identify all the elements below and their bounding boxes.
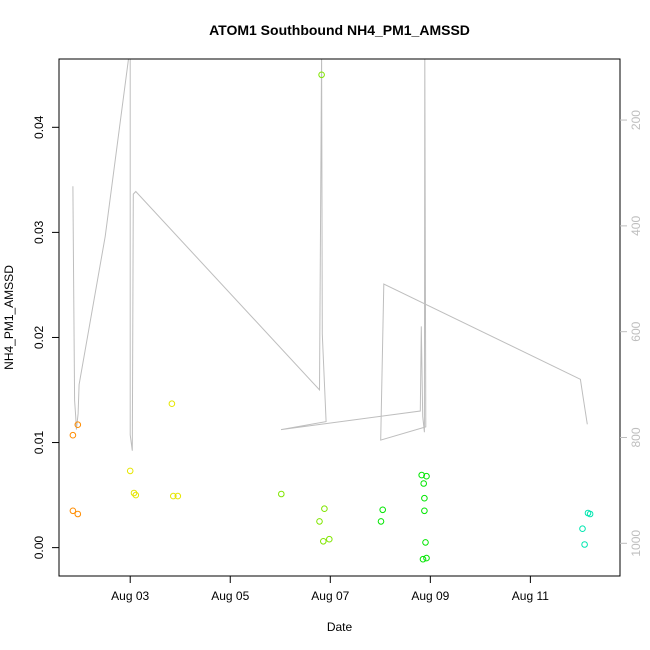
data-point bbox=[581, 541, 588, 548]
chart-title: ATOM1 Southbound NH4_PM1_AMSSD bbox=[209, 22, 470, 38]
x-tick-label: Aug 03 bbox=[111, 589, 149, 603]
data-point bbox=[419, 555, 427, 563]
data-point bbox=[421, 494, 428, 502]
data-point bbox=[421, 507, 428, 515]
x-tick-label: Aug 07 bbox=[311, 589, 349, 603]
y-tick-label: 0.00 bbox=[32, 536, 46, 560]
data-point bbox=[168, 400, 176, 408]
data-point bbox=[320, 538, 327, 545]
data-point bbox=[126, 467, 134, 475]
data-point bbox=[418, 471, 426, 479]
right-tick-label: 400 bbox=[629, 216, 643, 236]
data-point bbox=[130, 489, 138, 497]
x-axis: Aug 03 Aug 05 Aug 07 Aug 09 Aug 11 bbox=[111, 576, 549, 603]
data-point bbox=[69, 507, 77, 515]
data-point bbox=[579, 525, 586, 533]
y-tick-label: 0.01 bbox=[32, 431, 46, 455]
data-point bbox=[422, 539, 429, 546]
x-tick-label: Aug 11 bbox=[512, 589, 549, 603]
y-tick-label: 0.02 bbox=[32, 325, 46, 349]
x-tick-label: Aug 05 bbox=[211, 589, 249, 603]
data-point bbox=[132, 491, 140, 499]
data-point bbox=[420, 480, 428, 487]
data-point bbox=[278, 490, 285, 498]
data-point bbox=[423, 554, 430, 562]
line-series bbox=[72, 59, 588, 451]
x-axis-label: Date bbox=[327, 620, 353, 634]
series-line bbox=[72, 59, 588, 451]
right-tick-label: 800 bbox=[629, 427, 643, 447]
y-tick-label: 0.04 bbox=[32, 115, 46, 139]
y-tick-label: 0.03 bbox=[32, 220, 46, 244]
y-axis-label: NH4_PM1_AMSSD bbox=[2, 265, 16, 370]
data-point bbox=[74, 421, 82, 429]
data-point bbox=[586, 510, 594, 518]
right-tick-label: 200 bbox=[629, 110, 643, 130]
right-axis: 200 400 600 800 1000 bbox=[620, 110, 643, 557]
x-tick-label: Aug 09 bbox=[411, 589, 449, 603]
data-point bbox=[321, 505, 328, 513]
right-tick-label: 1000 bbox=[629, 530, 643, 557]
data-point bbox=[326, 535, 333, 543]
data-point bbox=[170, 492, 177, 500]
data-point bbox=[174, 492, 182, 500]
data-point bbox=[377, 518, 385, 525]
scatter-points bbox=[69, 71, 594, 563]
data-point bbox=[69, 431, 77, 439]
plot-frame bbox=[58, 58, 621, 577]
data-point bbox=[316, 518, 323, 525]
right-tick-label: 600 bbox=[629, 321, 643, 341]
data-point bbox=[423, 472, 430, 480]
y-axis: 0.00 0.01 0.02 0.03 0.04 bbox=[32, 115, 59, 559]
data-point bbox=[74, 510, 82, 518]
data-point bbox=[318, 71, 325, 79]
data-point bbox=[379, 506, 387, 514]
